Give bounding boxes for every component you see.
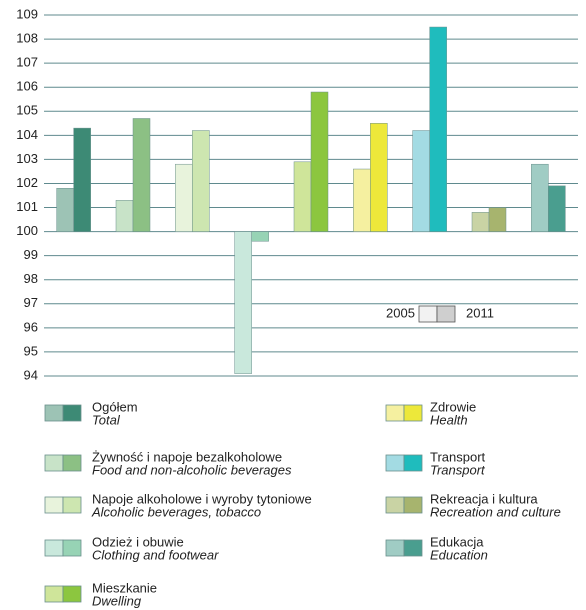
legend-swatch: [62, 404, 82, 422]
legend-category: Żywność i napoje bezalkoholowe: [92, 449, 282, 464]
legend-swatch: [62, 585, 82, 603]
legend-swatch: [403, 496, 423, 514]
legend-category-en: Dwelling: [92, 593, 142, 608]
legend-swatch: [385, 539, 405, 557]
bar: [370, 123, 388, 232]
legend-swatch: [44, 454, 64, 472]
y-tick-label: 94: [24, 367, 38, 382]
legend-swatch: [62, 539, 82, 557]
bar: [73, 127, 91, 232]
legend-category-en: Total: [92, 412, 121, 427]
legend-swatch: [62, 454, 82, 472]
legend-category: Zdrowie: [430, 399, 476, 414]
y-tick-label: 96: [24, 319, 38, 334]
legend-category: Ogółem: [92, 399, 138, 414]
legend-label: 2011: [466, 305, 494, 320]
legend-label: 2005: [386, 305, 415, 320]
bar: [251, 231, 269, 242]
legend-category: Edukacja: [430, 534, 484, 549]
legend-category-en: Clothing and footwear: [92, 547, 219, 562]
legend-category-en: Alcoholic beverages, tobacco: [91, 504, 261, 519]
bar: [310, 91, 329, 232]
bar: [175, 163, 193, 232]
legend-swatch: [403, 539, 423, 557]
legend-category-en: Transport: [430, 462, 486, 477]
y-tick-label: 100: [16, 223, 38, 238]
bar: [192, 130, 210, 232]
bar: [429, 26, 447, 232]
legend-swatch: [418, 305, 438, 323]
bar: [132, 118, 151, 232]
legend-category: Mieszkanie: [92, 580, 157, 595]
y-tick-label: 108: [16, 31, 38, 46]
legend-swatch: [62, 496, 82, 514]
legend-category: Napoje alkoholowe i wyroby tytoniowe: [92, 491, 312, 506]
y-tick-label: 105: [16, 103, 38, 118]
y-tick-label: 103: [16, 151, 38, 166]
bar: [353, 168, 371, 232]
y-tick-label: 98: [24, 271, 38, 286]
y-tick-label: 101: [16, 199, 38, 214]
legend-swatch: [44, 496, 64, 514]
legend-swatch: [403, 454, 423, 472]
y-tick-label: 95: [24, 343, 38, 358]
legend-swatch: [44, 539, 64, 557]
legend-category: Odzież i obuwie: [92, 534, 184, 549]
bar: [412, 130, 430, 232]
legend-swatch: [385, 454, 405, 472]
y-tick-label: 104: [16, 127, 38, 142]
legend-swatch: [385, 496, 405, 514]
legend-swatch: [44, 585, 64, 603]
legend-category: Rekreacja i kultura: [430, 491, 538, 506]
y-tick-label: 97: [24, 295, 38, 310]
y-tick-label: 99: [24, 247, 38, 262]
y-tick-label: 106: [16, 79, 38, 94]
y-tick-label: 102: [16, 175, 38, 190]
legend-swatch: [436, 305, 456, 323]
bar: [488, 207, 507, 232]
bar: [115, 200, 134, 232]
bar: [56, 188, 74, 232]
legend-swatch: [385, 404, 405, 422]
legend-category-en: Education: [430, 547, 488, 562]
legend-swatch: [44, 404, 64, 422]
bar: [471, 212, 490, 232]
bar: [548, 185, 566, 232]
legend-category-en: Health: [430, 412, 468, 427]
legend-category-en: Food and non-alcoholic beverages: [92, 462, 292, 477]
legend-swatch: [403, 404, 423, 422]
bar: [234, 231, 252, 374]
y-tick-label: 107: [16, 55, 38, 70]
legend-category: Transport: [430, 449, 486, 464]
y-tick-label: 109: [16, 6, 38, 21]
bar: [293, 161, 312, 232]
bar: [531, 163, 549, 232]
legend-category-en: Recreation and culture: [430, 504, 561, 519]
